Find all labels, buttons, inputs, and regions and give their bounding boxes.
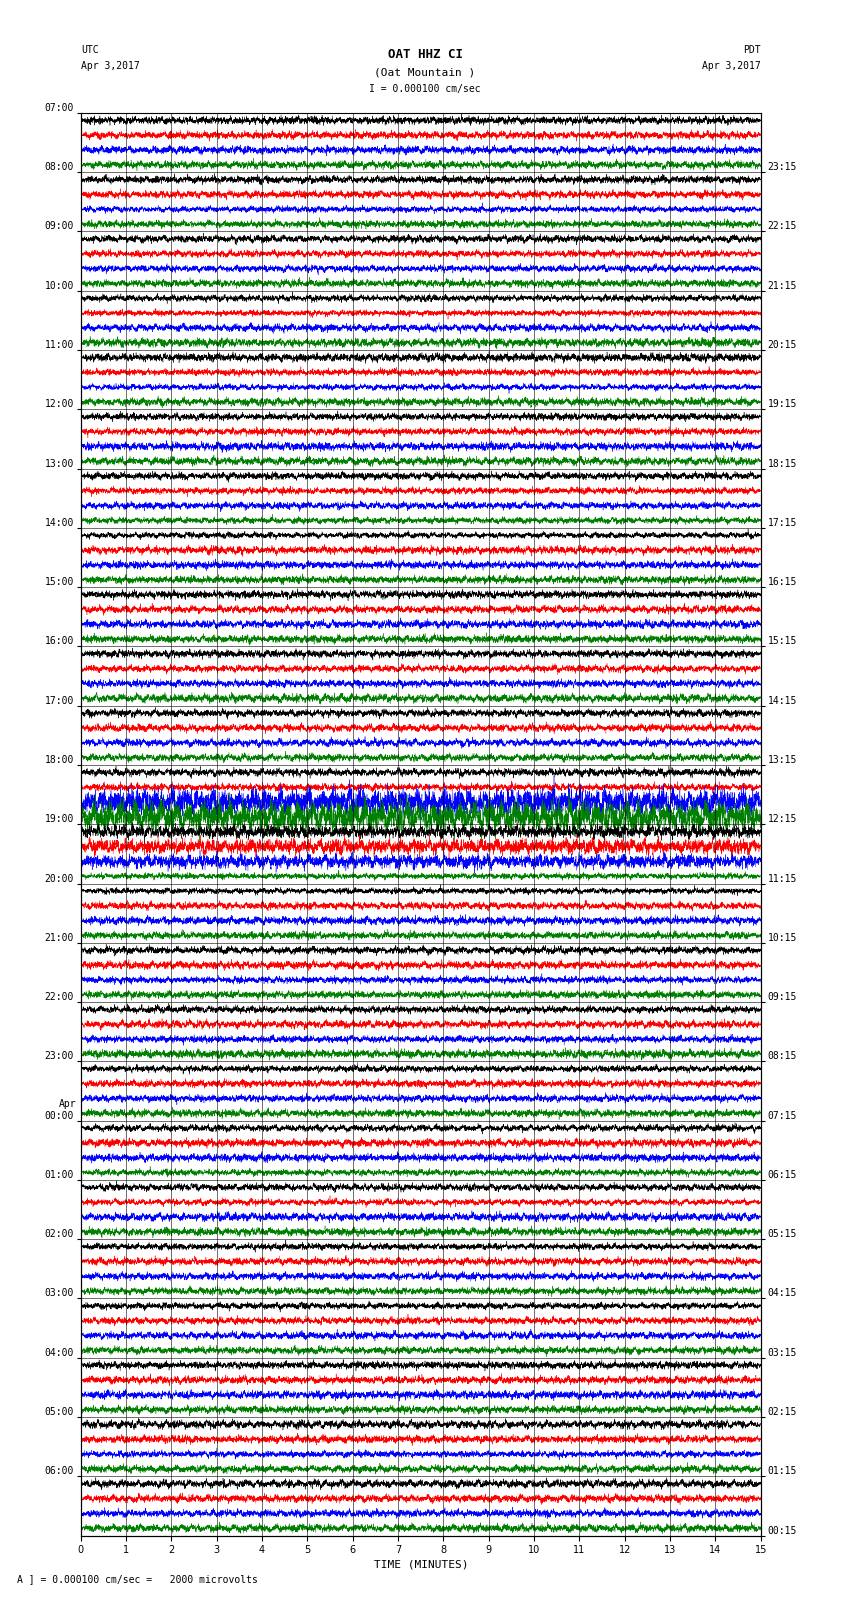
Text: OAT HHZ CI: OAT HHZ CI [388,48,462,61]
Text: PDT: PDT [743,45,761,55]
Text: I = 0.000100 cm/sec: I = 0.000100 cm/sec [369,84,481,94]
Text: UTC: UTC [81,45,99,55]
Text: Apr 3,2017: Apr 3,2017 [702,61,761,71]
Text: Apr: Apr [59,1100,76,1110]
Text: (Oat Mountain ): (Oat Mountain ) [374,68,476,77]
Text: A ] = 0.000100 cm/sec =   2000 microvolts: A ] = 0.000100 cm/sec = 2000 microvolts [17,1574,258,1584]
X-axis label: TIME (MINUTES): TIME (MINUTES) [373,1560,468,1569]
Text: Apr 3,2017: Apr 3,2017 [81,61,139,71]
